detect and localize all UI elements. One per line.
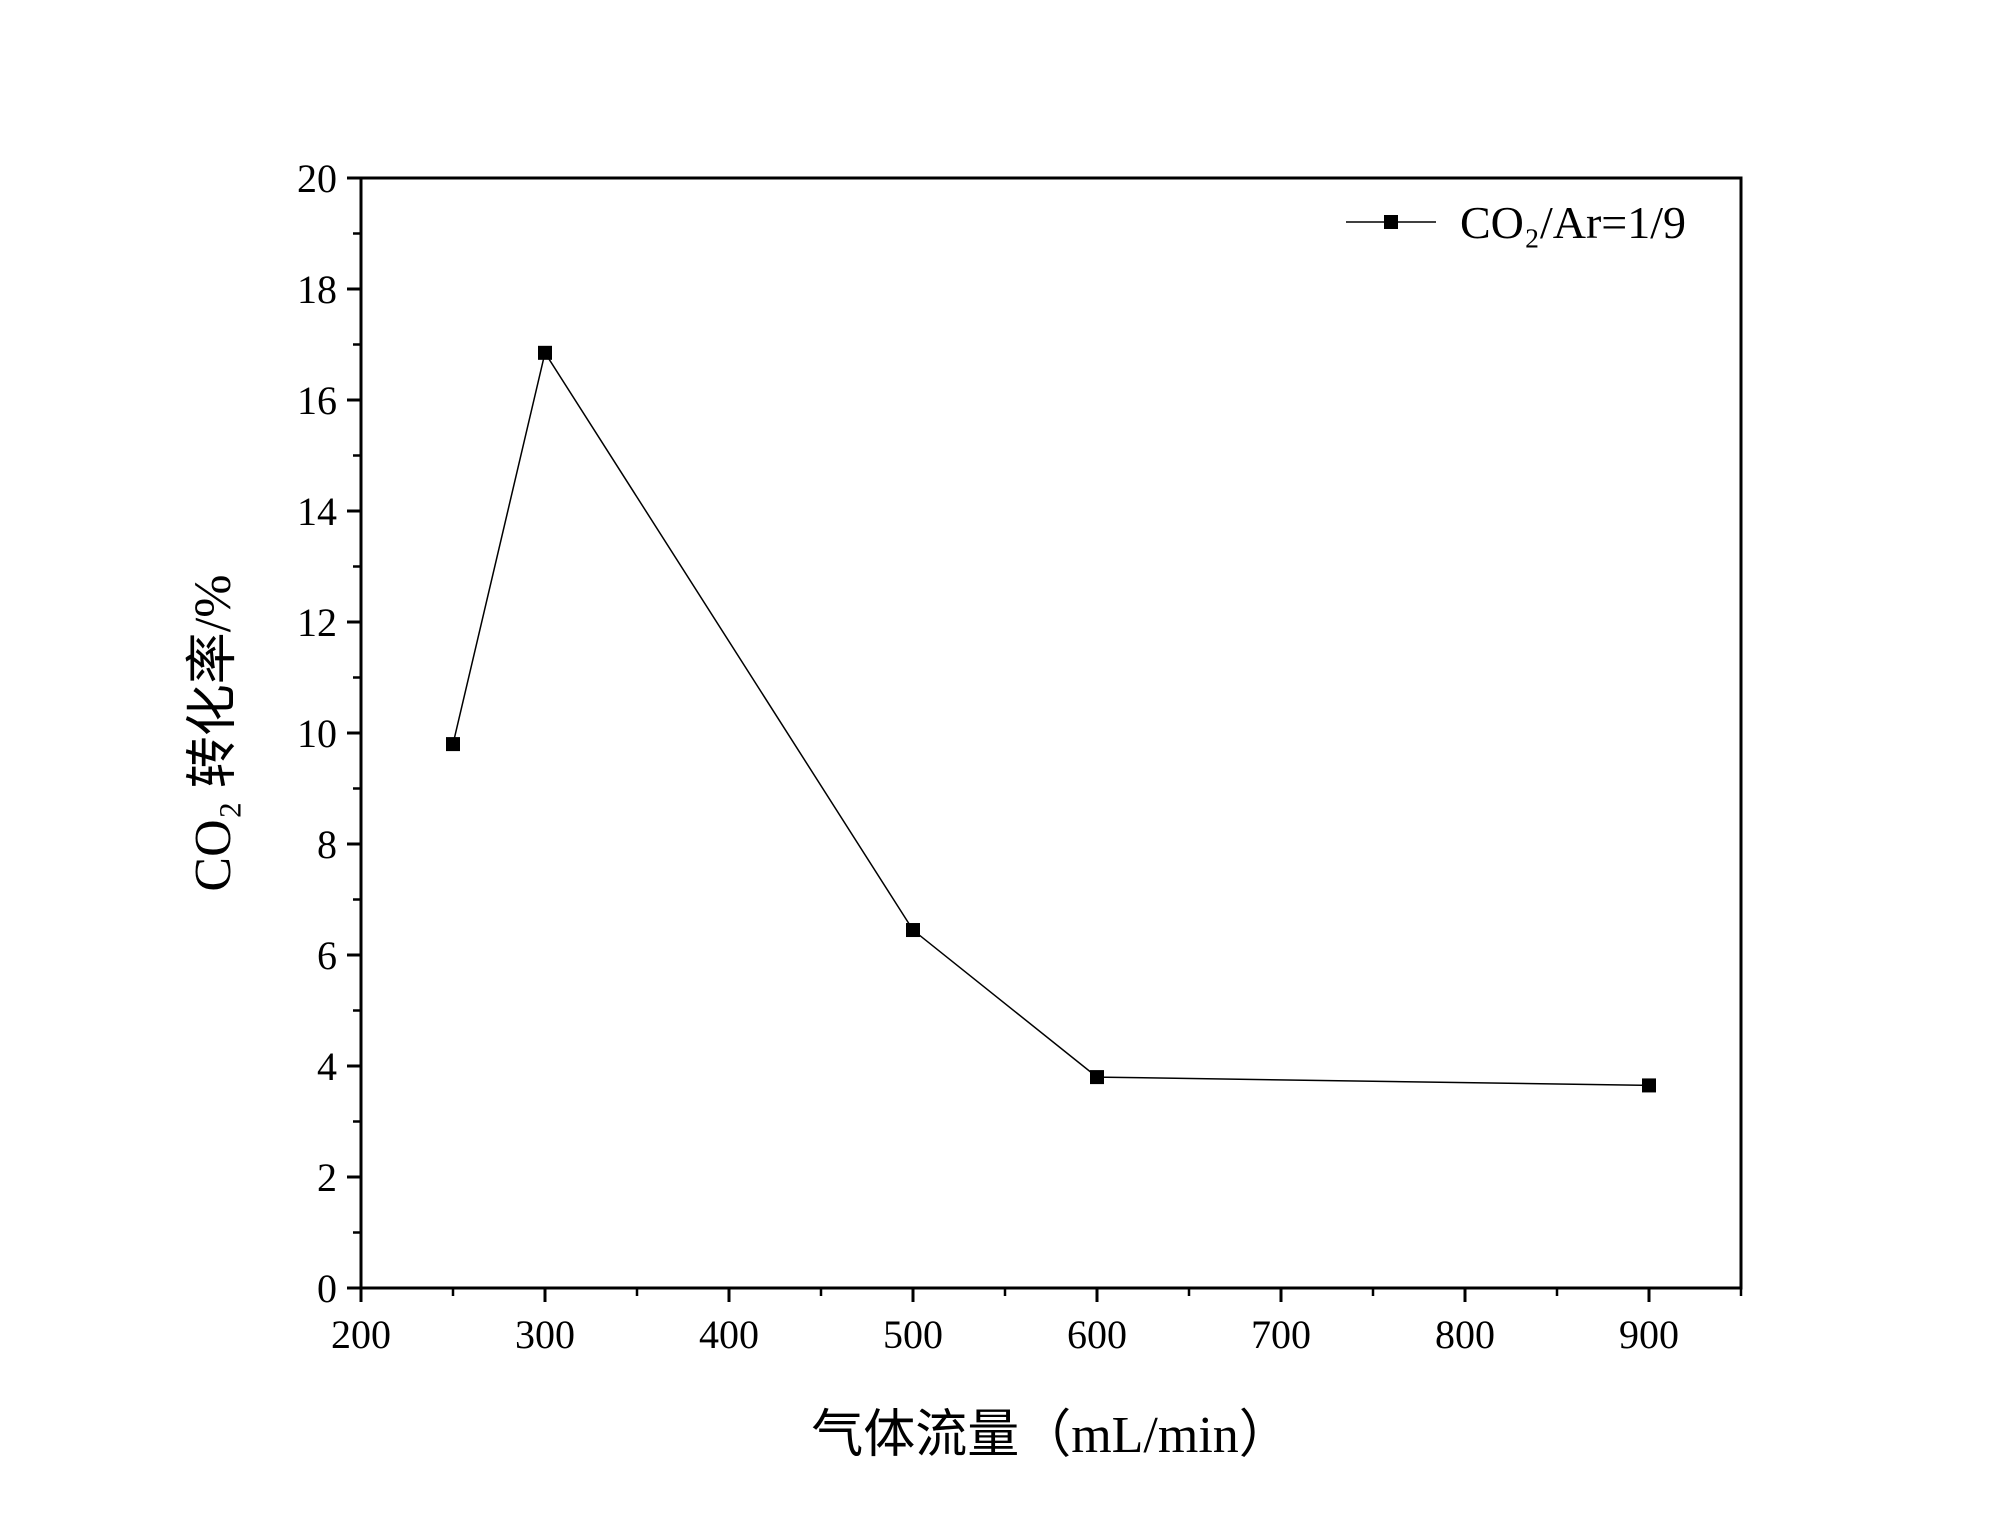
y-tick-label: 6: [317, 933, 337, 978]
y-tick-label: 18: [297, 267, 337, 312]
legend-label: CO₂/Ar=1/9: [1460, 197, 1686, 248]
y-tick-label: 2: [317, 1155, 337, 1200]
legend-marker: [1384, 215, 1398, 229]
x-tick-label: 900: [1619, 1312, 1679, 1357]
x-tick-label: 600: [1067, 1312, 1127, 1357]
x-tick-label: 500: [883, 1312, 943, 1357]
data-point: [1090, 1070, 1104, 1085]
y-tick-label: 8: [317, 822, 337, 867]
x-axis-ticks: 200 300 400 500 600 700 800 900: [331, 1288, 1743, 1357]
x-tick-label: 400: [699, 1312, 759, 1357]
x-tick-label: 700: [1251, 1312, 1311, 1357]
x-axis-title: 气体流量（mL/min）: [811, 1407, 1291, 1464]
data-point: [1642, 1078, 1656, 1093]
series-layer: [446, 345, 1656, 1093]
data-point: [446, 737, 460, 752]
plot-frame: [359, 176, 1743, 1290]
x-tick-label: 300: [515, 1312, 575, 1357]
y-tick-label: 14: [297, 489, 337, 534]
y-tick-label: 20: [297, 156, 337, 201]
y-tick-label: 16: [297, 378, 337, 423]
y-tick-label: 4: [317, 1044, 337, 1089]
data-point: [538, 345, 552, 360]
x-tick-label: 200: [331, 1312, 391, 1357]
x-tick-label: 800: [1435, 1312, 1495, 1357]
y-tick-label: 12: [297, 600, 337, 645]
legend: CO₂/Ar=1/9: [1346, 197, 1686, 248]
y-tick-label: 10: [297, 711, 337, 756]
y-axis-ticks: 0 2 4 6 8 10 12 14 16 18 20: [297, 156, 361, 1311]
data-point: [906, 923, 920, 938]
y-axis-title: CO₂ 转化率/%: [185, 574, 242, 891]
y-tick-label: 0: [317, 1266, 337, 1311]
